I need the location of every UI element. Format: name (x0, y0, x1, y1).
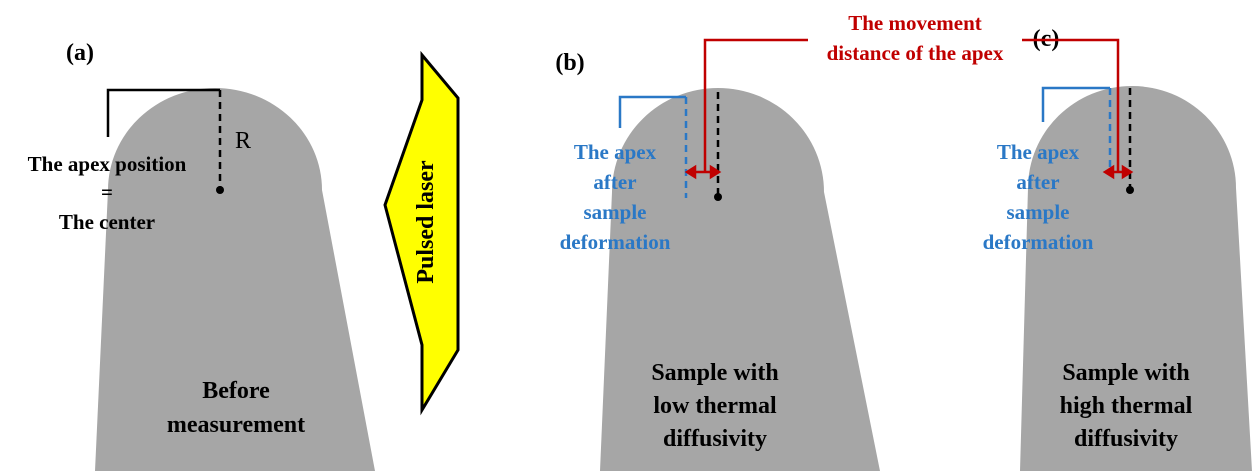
apex-note: deformation (983, 230, 1094, 254)
caption: Before (202, 378, 270, 404)
center-dot (714, 193, 722, 201)
apex-note: after (593, 170, 636, 194)
apex-note: The apex position (28, 152, 187, 176)
apex-note: The center (59, 210, 155, 234)
caption: diffusivity (663, 426, 767, 452)
caption: diffusivity (1074, 426, 1178, 452)
caption: low thermal (653, 393, 777, 419)
apex-note: = (101, 180, 113, 204)
panel-label: (b) (555, 50, 584, 76)
apex-note: deformation (560, 230, 671, 254)
laser-label: Pulsed laser (413, 160, 439, 284)
movement-note: The movement (848, 11, 982, 35)
radius-label: R (235, 128, 251, 154)
caption: Sample with (651, 360, 778, 386)
apex-note: sample (584, 200, 647, 224)
panel-label: (a) (66, 40, 94, 66)
movement-note: distance of the apex (827, 41, 1004, 65)
center-dot (1126, 186, 1134, 194)
diagram: Pulsed laser (a) R The apex position = T… (0, 0, 1252, 471)
center-dot (216, 186, 224, 194)
apex-note: The apex (574, 140, 657, 164)
apex-note: sample (1007, 200, 1070, 224)
caption: high thermal (1060, 393, 1193, 419)
caption: measurement (167, 412, 305, 438)
apex-note: The apex (997, 140, 1080, 164)
apex-note: after (1016, 170, 1059, 194)
caption: Sample with (1062, 360, 1189, 386)
